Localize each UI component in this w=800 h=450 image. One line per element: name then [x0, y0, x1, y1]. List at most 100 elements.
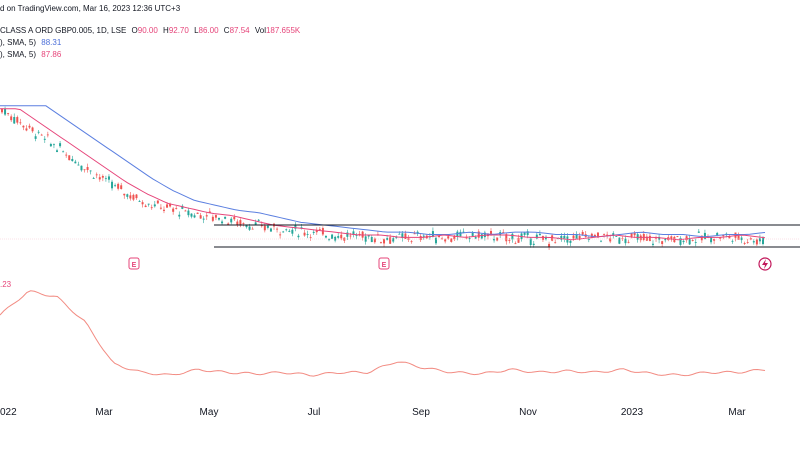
candle-body [651, 243, 654, 245]
candle-body [214, 215, 217, 218]
candle-body [89, 170, 92, 172]
candle-body [514, 243, 517, 245]
candle-body [630, 233, 633, 237]
candle-body [453, 235, 456, 240]
candle-body [196, 212, 199, 214]
candle-body [670, 236, 673, 240]
candle-body [162, 209, 165, 211]
candle-body [71, 158, 74, 162]
volume-label: Vol [254, 26, 266, 35]
candle-body [493, 238, 496, 241]
candle-body [713, 239, 716, 241]
candle-body [648, 235, 651, 241]
candle-body [413, 233, 416, 235]
candle-body [419, 236, 422, 241]
candle-body [737, 235, 740, 240]
candle-body [43, 138, 46, 140]
candle-body [716, 232, 719, 236]
candle-body [612, 233, 615, 236]
candle-body [355, 235, 358, 236]
candle-body [603, 234, 606, 235]
candle-body [328, 239, 331, 241]
candle-body [263, 225, 266, 231]
candle-body [395, 237, 398, 239]
candle-body [95, 174, 98, 176]
candle-body [434, 237, 437, 244]
candle-body [107, 176, 110, 180]
candle-body [535, 234, 538, 239]
candle-body [156, 200, 159, 204]
candle-body [199, 215, 202, 219]
candle-body [40, 134, 43, 136]
candle-body [364, 236, 367, 242]
candle-body [7, 113, 10, 115]
candle-body [489, 230, 492, 235]
candle-body [114, 185, 117, 187]
candle-body [578, 236, 581, 240]
candle-body [159, 207, 162, 209]
candle-body [340, 234, 343, 239]
candle-body [74, 161, 77, 164]
candle-body [459, 231, 462, 237]
candle-body [676, 236, 679, 237]
candle-body [352, 231, 355, 235]
candle-body [132, 194, 135, 200]
earnings-marker[interactable]: E [378, 257, 390, 270]
candle-body [560, 235, 563, 240]
candle-body [138, 201, 141, 202]
candle-body [389, 237, 392, 244]
candle-body [746, 242, 749, 244]
candle-body [254, 222, 257, 225]
candle-body [288, 230, 291, 232]
candle-body [217, 217, 220, 220]
candle-body [618, 237, 621, 244]
candle-body [383, 239, 386, 244]
candle-body [422, 235, 425, 237]
sma-legend-1[interactable]: ), SMA, 5) 88.31 [0, 37, 61, 48]
candle-body [734, 232, 737, 238]
candle-body [379, 242, 382, 244]
candle-body [92, 177, 95, 179]
candle-body [315, 230, 318, 233]
sma-blue-line [0, 105, 766, 238]
x-axis-label: 022 [0, 407, 17, 418]
sma-2-value: 87.86 [41, 50, 62, 59]
candle-body [291, 229, 294, 234]
candle-body [462, 231, 465, 233]
candle-body [572, 235, 575, 239]
candle-body [658, 236, 661, 240]
candle-body [236, 221, 239, 226]
candle-body [404, 233, 407, 239]
candle-body [31, 127, 34, 132]
candle-body [609, 238, 612, 242]
candle-body [438, 235, 441, 238]
earnings-marker[interactable]: E [128, 257, 140, 270]
candle-body [13, 117, 16, 124]
candle-body [276, 228, 279, 230]
candle-body [56, 150, 59, 152]
lightning-icon[interactable] [758, 257, 772, 271]
candle-body [303, 232, 306, 236]
candle-body [324, 235, 327, 238]
candle-body [46, 134, 49, 136]
candle-body [523, 232, 526, 235]
candle-body [538, 233, 541, 236]
candle-body [480, 234, 483, 239]
candle-body [1, 109, 3, 113]
x-axis-label: Mar [95, 407, 113, 418]
candle-body [600, 240, 603, 242]
sma-legend-2[interactable]: ), SMA, 5) 87.86 [0, 49, 61, 60]
candle-body [532, 243, 535, 245]
open-label: O [131, 26, 138, 35]
candle-body [306, 234, 309, 235]
candle-body [548, 243, 551, 247]
chart-header: d on TradingView.com, Mar 16, 2023 12:36… [0, 0, 800, 70]
candle-body [758, 238, 761, 242]
sma-2-label: ), SMA, 5) [0, 50, 37, 59]
earnings-marker-label: E [382, 262, 387, 269]
symbol-ohlc-line: CLASS A ORD GBP0.005, 1D, LSE O90.00 H92… [0, 25, 300, 36]
high-value: 92.70 [168, 26, 189, 35]
candle-body [59, 143, 62, 147]
candle-body [615, 236, 618, 237]
